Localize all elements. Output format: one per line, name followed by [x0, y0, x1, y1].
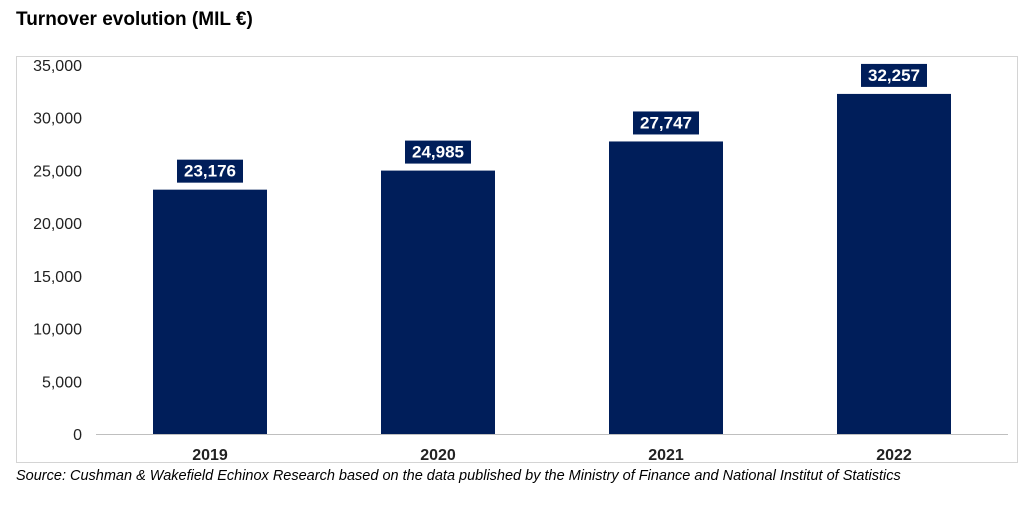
bar-2020 [381, 170, 495, 434]
x-tick-label: 2022 [876, 447, 912, 464]
bar-chart: 0 5,000 10,000 15,000 20,000 25,000 30,000 35,0… [33, 58, 1008, 464]
y-tick-label: 5,000 [42, 374, 82, 391]
bar-2021 [609, 141, 723, 434]
x-tick-label: 2021 [648, 447, 684, 464]
x-tick-label: 2019 [192, 447, 228, 464]
bar-2019 [153, 189, 267, 434]
y-tick-label: 0 [73, 427, 82, 444]
chart-frame [16, 56, 1018, 463]
data-label: 23,176 [184, 162, 236, 181]
data-label-box [633, 111, 699, 135]
data-label-box [861, 63, 927, 87]
data-label-box [177, 159, 243, 183]
data-label-box [405, 140, 471, 164]
y-tick-label: 35,000 [33, 58, 82, 75]
data-label: 32,257 [868, 66, 920, 85]
data-label: 24,985 [412, 143, 464, 162]
bar-2022 [837, 93, 951, 434]
chart-title: Turnover evolution (MIL €) [16, 9, 253, 30]
y-tick-label: 15,000 [33, 269, 82, 286]
y-tick-label: 30,000 [33, 111, 82, 128]
data-label: 27,747 [640, 113, 692, 132]
source-note: Source: Cushman & Wakefield Echinox Rese… [16, 468, 901, 484]
x-tick-label: 2020 [420, 447, 456, 464]
y-tick-label: 20,000 [33, 216, 82, 233]
y-tick-label: 10,000 [33, 322, 82, 339]
y-tick-label: 25,000 [33, 163, 82, 180]
